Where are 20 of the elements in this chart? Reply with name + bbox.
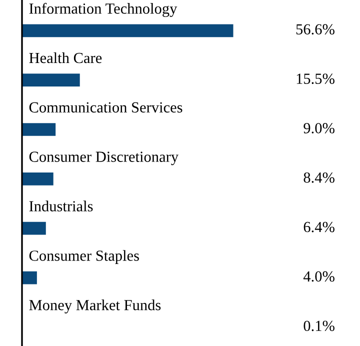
y-tick-label: Health Care <box>29 52 102 64</box>
bar <box>22 172 54 186</box>
data-label: 15.5% <box>296 74 334 84</box>
bar <box>22 271 37 284</box>
y-tick-label: Information Technology <box>29 2 178 17</box>
y-tick-label: Communication Services <box>29 102 182 113</box>
bar <box>22 123 56 136</box>
y-tick-label: Consumer Staples <box>29 250 139 264</box>
bar <box>22 74 80 86</box>
data-label: 4.0% <box>303 271 334 282</box>
y-tick-label: Consumer Discretionary <box>29 152 178 166</box>
bar <box>22 222 46 235</box>
bar <box>22 24 234 38</box>
data-label: 8.4% <box>304 172 334 183</box>
data-label: 6.4% <box>304 222 334 232</box>
data-label: 56.6% <box>296 24 334 35</box>
data-label: 0.1% <box>304 320 334 332</box>
y-tick-label: Money Market Funds <box>29 300 161 314</box>
y-tick-label: Industrials <box>29 200 93 212</box>
data-label: 9.0% <box>304 123 334 134</box>
